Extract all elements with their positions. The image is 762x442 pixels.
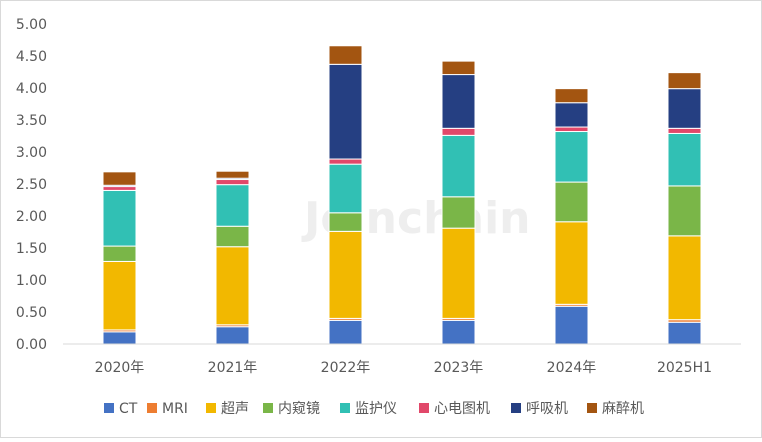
bar-segment-7-4 [554,88,589,104]
y-tick-label: 2.50 [16,177,47,193]
bar-segment-2-2 [328,230,363,319]
y-tick-label: 4.50 [16,49,47,65]
bar-segment-4-0 [102,189,137,247]
x-tick-label: 2024年 [547,360,597,376]
bar-segment-5-4 [554,126,589,133]
bar-segment-7-2 [328,45,363,65]
y-tick-label: 4.00 [16,81,47,97]
legend-swatch-1 [147,403,157,413]
y-tick-label: 3.00 [16,145,47,161]
bar-segment-0-1 [215,326,250,345]
legend-label-4: 监护仪 [355,401,397,417]
bar-segment-7-0 [102,171,137,186]
bar-segment-6-5 [667,88,702,129]
bar-segment-2-4 [554,221,589,305]
x-tick-label: 2025H1 [657,360,712,376]
bar-segment-2-3 [441,227,476,319]
x-tick-label: 2020年 [95,360,145,376]
bar-segment-0-5 [667,321,702,345]
bar-segment-3-2 [328,212,363,232]
bar-segment-7-1 [215,170,250,179]
bar-segment-5-0 [102,186,137,191]
legend-label-6: 呼吸机 [526,401,568,417]
bar-segment-6-3 [441,74,476,129]
bar-segment-4-1 [215,184,250,227]
legend-label-0: CT [119,401,138,417]
bar-segment-2-5 [667,235,702,321]
y-tick-label: 1.50 [16,241,47,257]
y-tick-label: 2.00 [16,209,47,225]
bar-segment-3-1 [215,225,250,248]
bar-segment-5-3 [441,127,476,136]
bar-segment-3-3 [441,196,476,229]
bar-segment-7-3 [441,60,476,76]
y-tick-label: 3.50 [16,113,47,129]
x-tick-label: 2023年 [434,360,484,376]
bar-segment-4-3 [441,134,476,198]
bar-segment-0-2 [328,319,363,345]
bar-segment-7-5 [667,72,702,90]
legend-swatch-6 [511,403,521,413]
y-tick-label: 1.00 [16,273,47,289]
bar-segment-0-0 [102,331,137,345]
legend-label-5: 心电图机 [434,401,490,417]
bar-segment-3-0 [102,245,137,262]
bar-segment-4-2 [328,163,363,214]
bar-segment-5-5 [667,127,702,134]
bar-segment-5-2 [328,158,363,165]
legend-label-3: 内窥镜 [278,400,320,417]
legend-swatch-3 [263,403,273,413]
bar-segment-6-2 [328,63,363,160]
bar-segment-2-0 [102,260,137,331]
y-tick-label: 0.00 [16,337,47,353]
bar-segment-3-4 [554,181,589,223]
bar-segment-6-4 [554,102,589,128]
x-tick-label: 2022年 [321,360,371,376]
bar-segment-4-4 [554,131,589,183]
bar-segment-4-5 [667,132,702,187]
bar-segment-3-5 [667,185,702,237]
bar-segment-0-4 [554,305,589,345]
legend-label-1: MRI [162,401,188,417]
bar-segment-2-1 [215,246,250,326]
legend-label-2: 超声 [221,401,249,417]
y-tick-label: 0.50 [16,305,47,321]
bar-segment-0-3 [441,319,476,345]
legend-label-7: 麻醉机 [602,401,644,417]
legend-swatch-2 [206,403,216,413]
legend-swatch-0 [104,403,114,413]
bar-segment-5-1 [215,179,250,186]
legend-swatch-7 [587,403,597,413]
y-tick-label: 5.00 [16,17,47,33]
x-tick-label: 2021年 [208,360,258,376]
legend-swatch-4 [340,403,350,413]
legend-swatch-5 [419,403,429,413]
